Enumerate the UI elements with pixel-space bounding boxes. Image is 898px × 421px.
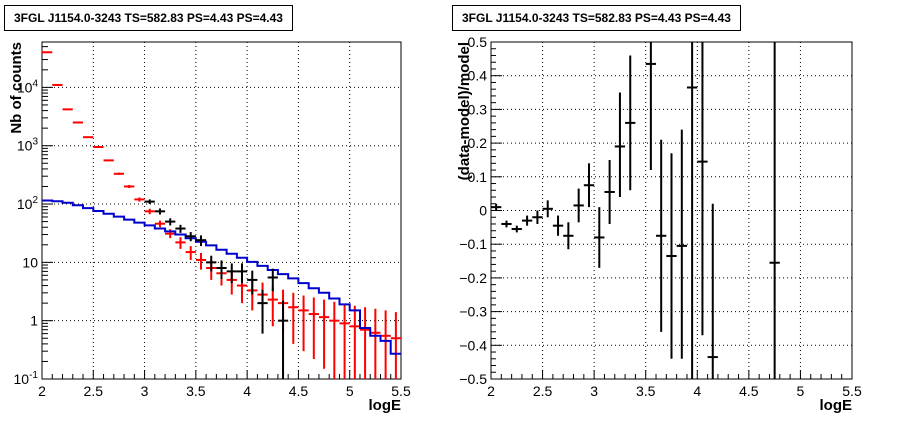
- x-axis-title: logE: [820, 397, 853, 414]
- x-tick-label: 4.5: [739, 383, 759, 399]
- y-axis-title: (data-model)/model: [456, 42, 473, 180]
- x-tick-label: 5.5: [842, 383, 862, 399]
- x-tick-label: 2.5: [84, 383, 104, 399]
- y-tick-label: −0.5: [459, 371, 487, 387]
- plot-frame: [41, 41, 402, 380]
- y-tick-label: −0.2: [459, 270, 487, 286]
- y-tick-label: 0: [479, 203, 487, 219]
- x-tick-label: 3.5: [186, 383, 206, 399]
- x-tick-label: 4: [693, 383, 701, 399]
- y-tick-label: 102: [17, 195, 39, 212]
- y-tick-label: 0.5: [468, 34, 488, 50]
- x-tick-label: 3.5: [636, 383, 656, 399]
- residuals-panel: 2 2.5 3 3.5 4 4.5 5 5.5 −0.5 −0.4 −0.3 −0.2 −0.1 0 0.1…: [456, 34, 862, 414]
- x-tick-label: 2: [38, 383, 46, 399]
- y-tick-label: 0.1: [468, 169, 488, 185]
- y-tick-label: 0.2: [468, 135, 488, 151]
- y-tick-label: 104: [17, 78, 39, 95]
- x-tick-label: 2.5: [533, 383, 553, 399]
- counts-panel: 2 2.5 3 3.5 4 4.5 5 5.5 10-1 1 10 102 103 104 logE Nb o…: [8, 41, 411, 414]
- y-tick-label: 10: [22, 254, 38, 270]
- y-tick-label: −0.1: [459, 236, 487, 252]
- counts-chart-title: 3FGL J1154.0-3243 TS=582.83 PS=4.43 PS=4…: [4, 5, 293, 31]
- x-tick-label: 5.5: [391, 383, 411, 399]
- y-tick-label: 10-1: [14, 370, 39, 387]
- x-tick-label: 5: [797, 383, 805, 399]
- y-tick-label: 0.3: [468, 101, 488, 117]
- x-tick-label: 4.5: [289, 383, 309, 399]
- y-axis-title: Nb of counts: [8, 42, 25, 134]
- x-tick-label: 3: [590, 383, 598, 399]
- x-tick-label: 2: [487, 383, 495, 399]
- x-axis-title: logE: [369, 397, 402, 414]
- y-tick-label: −0.3: [459, 304, 487, 320]
- x-tick-label: 5: [346, 383, 354, 399]
- y-tick-label: 0.4: [468, 68, 488, 84]
- residuals-chart-title: 3FGL J1154.0-3243 TS=582.83 PS=4.43 PS=4…: [452, 5, 741, 31]
- y-tick-label: −0.4: [459, 337, 487, 353]
- x-tick-label: 3: [141, 383, 149, 399]
- y-tick-label: 1: [30, 313, 38, 329]
- y-tick-label: 103: [17, 137, 39, 154]
- x-tick-label: 4: [243, 383, 251, 399]
- model-step-line: [42, 199, 401, 355]
